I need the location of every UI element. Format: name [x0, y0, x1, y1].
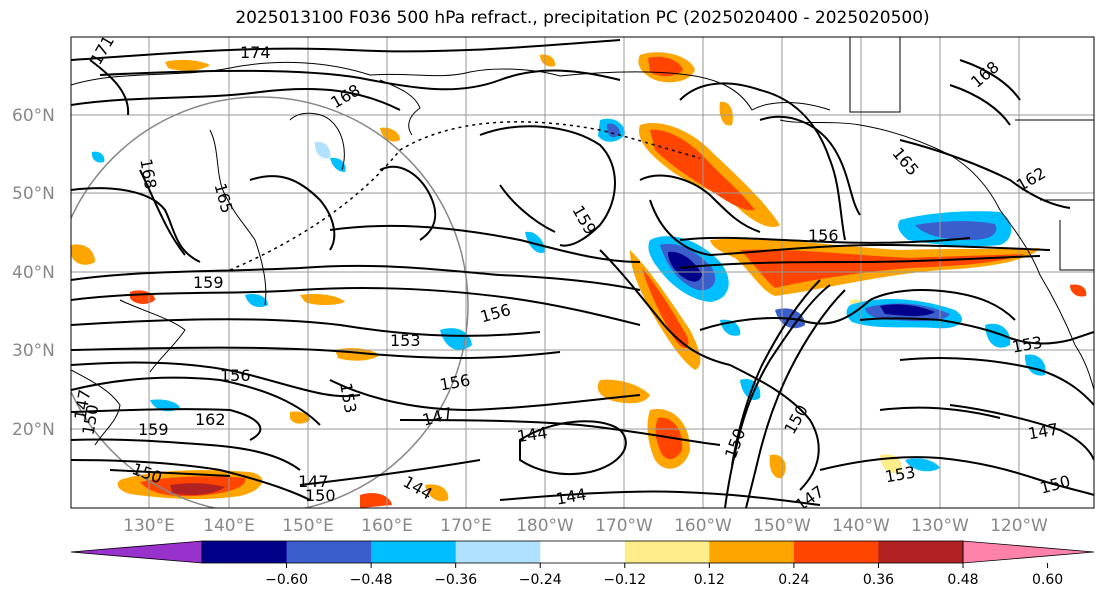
colorbar-outline: [201, 540, 964, 564]
colorbar-tick-label: 0.36: [863, 572, 894, 588]
lon-label: 120°W: [990, 516, 1048, 536]
contour-label: 144: [516, 423, 549, 446]
colorbar-segment: [624, 541, 710, 563]
colorbar-tick-label: −0.60: [265, 572, 308, 588]
contour-label: 159: [138, 420, 169, 439]
colorbar-extend-high: [962, 540, 1095, 564]
lat-label: 40°N: [12, 263, 55, 283]
lon-label: 130°E: [123, 516, 175, 536]
contour-label: 156: [808, 226, 839, 245]
colorbar-segment: [793, 541, 879, 563]
lon-label: 180°W: [516, 516, 574, 536]
colorbar-segment: [878, 541, 964, 563]
lon-label: 160°E: [361, 516, 413, 536]
gridlines: [71, 37, 1094, 508]
contour-label: 147: [70, 388, 94, 421]
contour-label: 150: [305, 486, 336, 505]
aleutian-dots: [229, 121, 701, 271]
lon-label: 140°E: [203, 516, 255, 536]
colorbar-tick-label: 0.24: [778, 572, 809, 588]
colorbar-segment: [202, 541, 288, 563]
lat-label: 60°N: [12, 106, 55, 126]
lon-label: 170°E: [440, 516, 492, 536]
colorbar-tick-label: 0.60: [1032, 572, 1063, 588]
contour-label: 156: [220, 366, 251, 385]
colorbar-segment: [286, 541, 372, 563]
colorbar-tick-label: −0.12: [603, 572, 646, 588]
lon-label: 150°E: [282, 516, 334, 536]
lat-label: 20°N: [12, 420, 55, 440]
contour-label: 147: [298, 472, 329, 491]
colorbar-extend-low: [70, 540, 203, 564]
contour-label: 153: [390, 331, 421, 350]
longitude-labels: 130°E 140°E 150°E 160°E 170°E 180°W 170°…: [123, 516, 1048, 536]
colorbar-segment: [455, 541, 541, 563]
coastlines: [71, 37, 1094, 446]
lat-label: 50°N: [12, 184, 55, 204]
range-ring: [71, 96, 469, 508]
colorbar-segment: [540, 541, 626, 563]
lon-label: 130°W: [911, 516, 969, 536]
colorbar: −0.60 −0.48 −0.36 −0.24 −0.12 0.12 0.24 0.36 0.4…: [70, 540, 1095, 588]
colorbar-tick-label: −0.36: [434, 572, 477, 588]
map-title: 2025013100 F036 500 hPa refract., precip…: [235, 8, 930, 28]
contour-label: 159: [193, 273, 224, 292]
contour-label: 174: [240, 43, 271, 62]
colorbar-segment: [371, 541, 457, 563]
refractivity-contours: [71, 39, 1094, 508]
colorbar-segment: [709, 541, 795, 563]
contour-label: 144: [555, 485, 588, 509]
lon-label: 170°W: [595, 516, 653, 536]
lat-label: 30°N: [12, 341, 55, 361]
lon-label: 140°W: [832, 516, 890, 536]
lon-label: 150°W: [753, 516, 811, 536]
contour-label: 162: [195, 410, 226, 429]
map-border: [70, 36, 1095, 509]
lon-label: 160°W: [674, 516, 732, 536]
colorbar-tick-label: −0.48: [350, 572, 393, 588]
colorbar-tick-label: −0.24: [519, 572, 562, 588]
colorbar-tick-label: 0.48: [947, 572, 978, 588]
latitude-labels: 60°N 50°N 40°N 30°N 20°N: [12, 106, 55, 440]
colorbar-tick-label: 0.12: [694, 572, 725, 588]
precip-positive-shading: [71, 52, 1087, 508]
